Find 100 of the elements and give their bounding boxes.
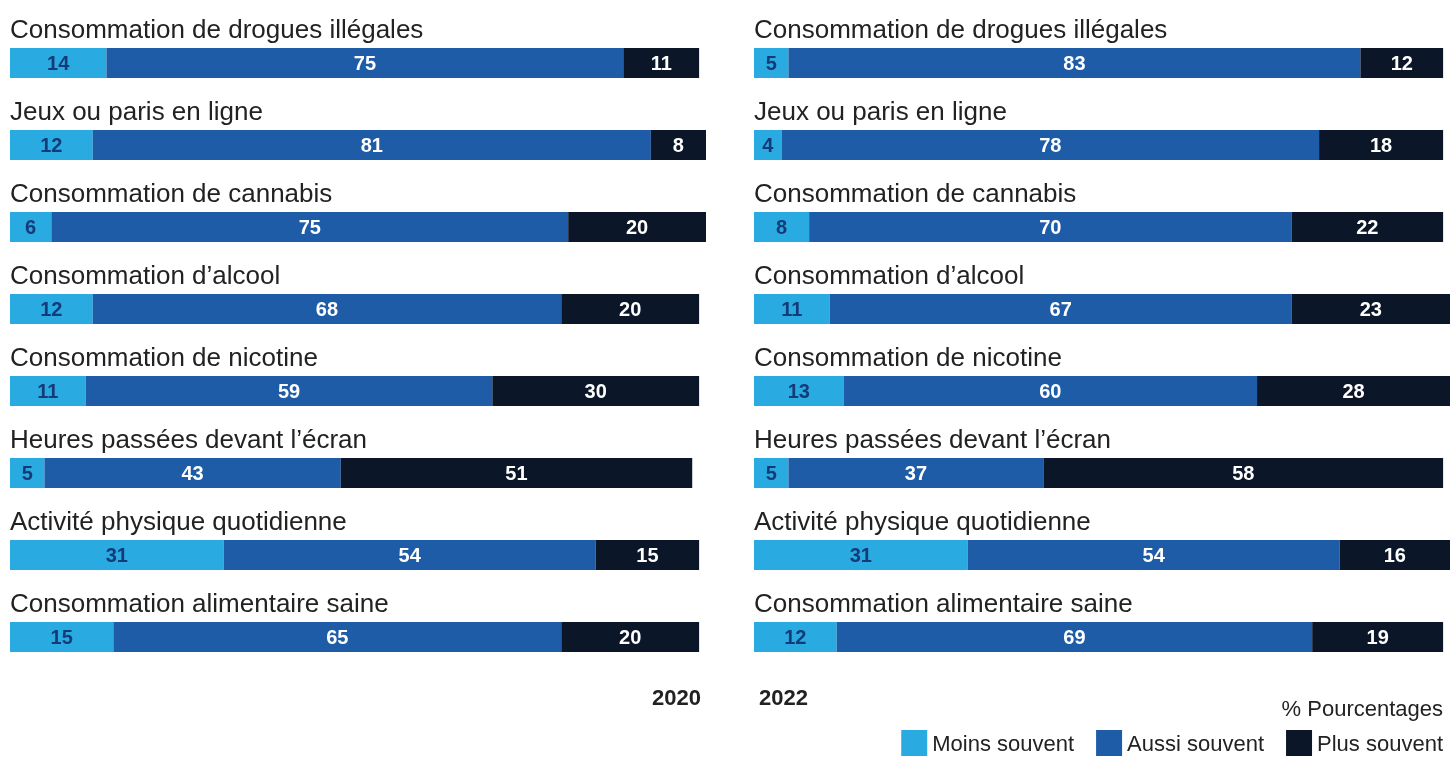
data-label: 14 [47,52,71,74]
bar [1312,622,1444,652]
bar [85,376,493,406]
bar [843,376,1258,406]
y-tick-label: Jeux ou paris en ligne [754,96,1007,126]
bar [492,376,700,406]
data-label: 16 [1383,544,1406,566]
y-tick-label: Consommation de drogues illégales [10,14,424,44]
data-label: 75 [353,52,377,74]
bar [106,48,624,78]
bar [1043,458,1444,488]
data-label: 12 [784,626,807,648]
data-label: 12 [40,134,63,156]
y-tick-label: Heures passées devant l’écran [754,424,1111,454]
data-label: 81 [360,134,383,156]
data-label: 15 [50,626,73,648]
bar [10,130,93,160]
bar [788,48,1361,78]
y-tick-label: Jeux ou paris en ligne [10,96,263,126]
bar [781,130,1320,160]
data-label: 70 [1039,216,1062,238]
text: 2020 [652,684,702,710]
data-label: 6 [25,216,37,238]
y-tick-label: Consommation de nicotine [10,342,318,372]
bar [754,540,968,570]
bar [1291,212,1444,242]
bar [340,458,693,488]
data-label: 67 [1049,298,1072,320]
bar [568,212,706,242]
data-label: 11 [650,52,672,74]
bar [1319,130,1444,160]
data-label: 12 [40,298,63,320]
y-tick-label: Consommation de drogues illégales [754,14,1168,44]
y-tick-label: Consommation d’alcool [10,260,281,290]
bar [754,212,810,242]
text: 2022 [759,684,808,710]
bar [1291,294,1450,324]
bar [967,540,1340,570]
data-label: 28 [1342,380,1365,402]
bar [1257,376,1450,406]
bar [754,130,782,160]
data-label: 5 [765,462,777,484]
data-label: 54 [1142,544,1166,566]
y-tick-label: Activité physique quotidienne [754,506,1091,536]
bar [1339,540,1450,570]
legend-title: % Pourcentages [1281,695,1443,721]
y-tick-label: Consommation de cannabis [10,178,333,208]
y-tick-label: Heures passées devant l’écran [10,424,367,454]
data-label: 12 [1390,52,1413,74]
data-label: 31 [849,544,872,566]
y-tick-label: Consommation de cannabis [754,178,1077,208]
data-label: 69 [1063,626,1086,648]
data-label: 31 [105,544,128,566]
data-label: 11 [37,380,59,402]
data-label: 59 [277,380,301,402]
bar [92,130,651,160]
data-label: 30 [584,380,607,402]
bar [788,458,1044,488]
data-label: 11 [781,298,803,320]
bar [10,622,114,652]
y-tick-label: Consommation alimentaire saine [10,588,389,618]
bar [10,540,224,570]
data-label: 13 [787,380,810,402]
data-label: 18 [1369,134,1393,156]
legend-label: Plus souvent [1317,730,1444,756]
data-label: 5 [765,52,777,74]
legend-label: Moins souvent [932,730,1075,756]
bar [754,294,830,324]
bar [10,294,93,324]
bar [10,48,107,78]
data-label: 75 [298,216,321,238]
data-label: 65 [326,626,349,648]
bar [809,212,1292,242]
data-label: 51 [505,462,528,484]
bar [829,294,1292,324]
bar [10,212,52,242]
bar [836,622,1313,652]
bar [561,294,700,324]
data-label: 60 [1039,380,1062,402]
bar [754,376,844,406]
bar [754,622,837,652]
data-label: 4 [762,134,775,156]
data-label: 8 [776,216,788,238]
data-label: 23 [1359,298,1382,320]
legend-label: Aussi souvent [1127,730,1265,756]
data-label: 20 [619,626,642,648]
data-label: 15 [636,544,659,566]
data-label: 78 [1039,134,1062,156]
y-tick-label: Consommation de nicotine [754,342,1062,372]
y-tick-label: Consommation d’alcool [754,260,1025,290]
data-label: 58 [1232,462,1255,484]
bar [1360,48,1444,78]
bar [595,540,700,570]
data-label: 22 [1356,216,1379,238]
bar [113,622,562,652]
data-label: 83 [1063,52,1086,74]
bar [51,212,569,242]
bar [650,130,706,160]
bar [561,622,700,652]
data-label: 8 [672,134,684,156]
